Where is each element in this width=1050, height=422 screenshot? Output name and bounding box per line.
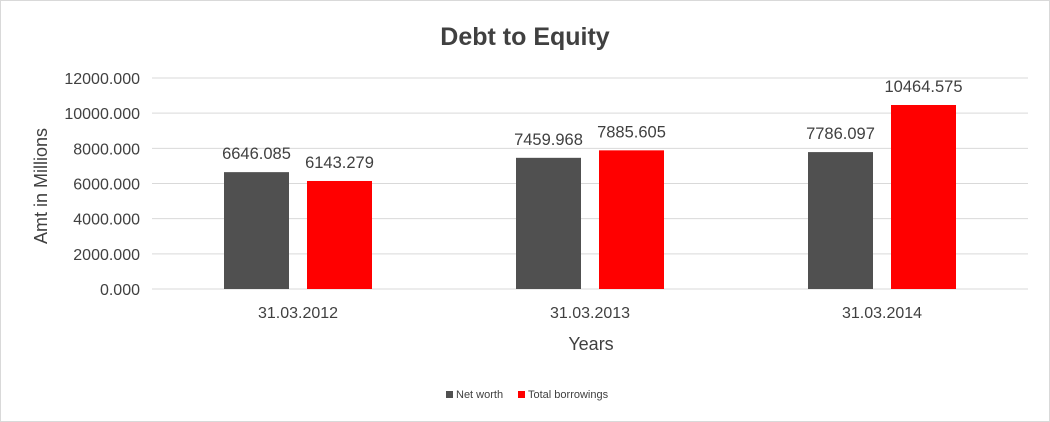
legend-swatch	[518, 391, 525, 398]
y-tick-label: 8000.000	[73, 141, 140, 158]
data-labels: 6646.085 6143.279 7459.968 7885.605 7786.097…	[222, 78, 962, 172]
legend-swatch	[446, 391, 453, 398]
data-label: 7459.968	[514, 131, 583, 149]
legend-label: Net worth	[456, 389, 503, 401]
bar-total-borrowings	[307, 180, 372, 289]
x-tick-label: 31.03.2013	[550, 305, 630, 322]
legend: Net worth Total borrowings	[446, 389, 609, 401]
y-tick-label: 4000.000	[73, 212, 140, 229]
y-tick-label: 12000.000	[64, 71, 140, 88]
x-tick-label: 31.03.2012	[258, 305, 338, 322]
bars	[224, 104, 956, 289]
bar-net-worth	[808, 152, 873, 289]
y-tick-label: 10000.000	[64, 106, 140, 123]
data-label: 6143.279	[305, 154, 374, 172]
x-axis-title: Years	[568, 334, 613, 354]
bar-total-borrowings	[891, 104, 956, 289]
legend-label: Total borrowings	[528, 389, 609, 401]
y-tick-labels: 0.000 2000.000 4000.000 6000.000 8000.000 100…	[64, 71, 140, 299]
chart-title: Debt to Equity	[440, 23, 610, 51]
y-tick-label: 0.000	[100, 282, 140, 299]
x-tick-labels: 31.03.2012 31.03.2013 31.03.2014	[258, 305, 922, 322]
bar-total-borrowings	[599, 150, 664, 289]
data-label: 10464.575	[885, 78, 963, 96]
bar-net-worth	[224, 172, 289, 289]
data-label: 7786.097	[806, 125, 875, 143]
gridlines	[152, 77, 1028, 290]
bar-net-worth	[516, 157, 581, 289]
y-axis-title: Amt in Millions	[31, 128, 51, 244]
y-tick-label: 6000.000	[73, 177, 140, 194]
x-tick-label: 31.03.2014	[842, 305, 922, 322]
data-label: 6646.085	[222, 145, 291, 163]
data-label: 7885.605	[597, 123, 666, 141]
y-tick-label: 2000.000	[73, 247, 140, 264]
